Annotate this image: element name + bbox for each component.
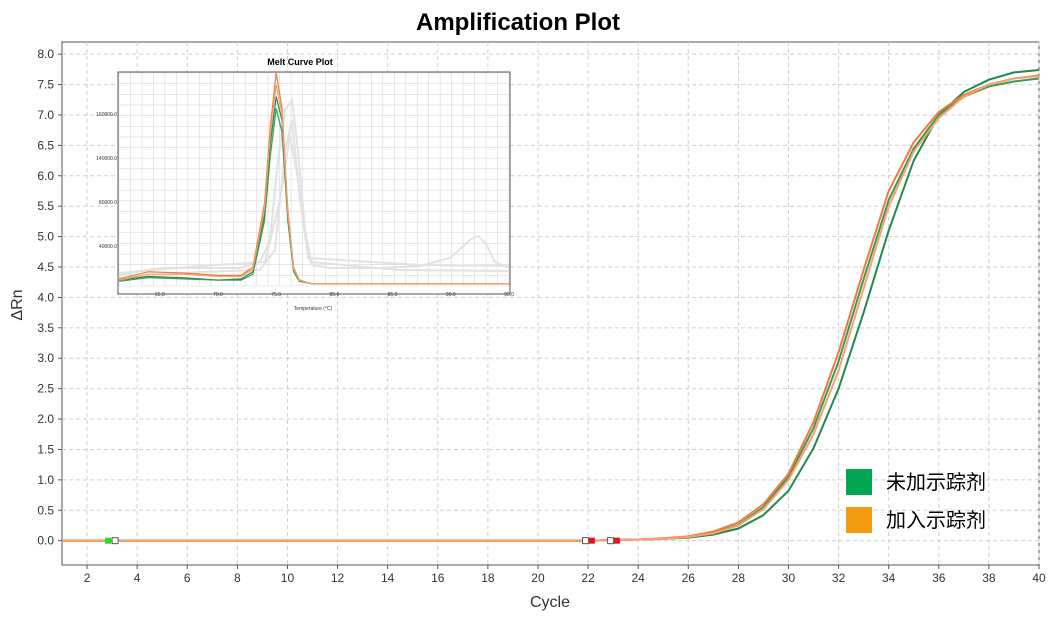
inset-y-tick-label: 160000.0	[96, 112, 117, 118]
inset-background-trace	[118, 134, 510, 274]
inset-background-curves	[118, 97, 510, 279]
y-axis-ticks: 0.0 0.5 1.0 1.5 2.0 2.5 3.0 3.5 4.0 4.5 5.0 5.5 6.0 6…	[37, 47, 62, 548]
x-tick-label: 2	[84, 571, 91, 585]
inset-x-tick-label: 95.0	[504, 292, 514, 298]
y-tick-label: 7.0	[37, 108, 54, 122]
x-tick-label: 24	[631, 571, 645, 585]
x-tick-label: 8	[234, 571, 241, 585]
x-tick-label: 4	[134, 571, 141, 585]
baseline-start-marker-outline[interactable]	[111, 537, 119, 545]
y-tick-label: 4.0	[37, 290, 54, 304]
x-tick-label: 38	[982, 571, 996, 585]
x-tick-label: 14	[381, 571, 395, 585]
inset-y-tick-label: 140000.0	[96, 156, 117, 162]
y-tick-label: 0.0	[37, 534, 54, 548]
legend-swatch-tracer	[846, 507, 872, 533]
legend-label-tracer: 加入示踪剂	[886, 509, 986, 532]
y-tick-label: 1.5	[37, 442, 54, 456]
y-tick-label: 8.0	[37, 47, 54, 61]
y-tick-label: 0.5	[37, 503, 54, 517]
legend-swatch-untreated	[846, 469, 872, 495]
y-tick-label: 5.0	[37, 230, 54, 244]
amplification-curves	[62, 69, 1040, 542]
x-tick-label: 10	[281, 571, 295, 585]
y-tick-label: 6.5	[37, 138, 54, 152]
inset-melt-curves	[118, 72, 509, 285]
melt-curve-inset: Melt Curve Plot Temperature (°C) 65.0 70.…	[96, 57, 514, 312]
y-tick-label: 3.0	[37, 351, 54, 365]
y-tick-label: 3.5	[37, 321, 54, 335]
inset-x-tick-label: 85.0	[388, 292, 398, 298]
inset-x-tick-label: 90.0	[446, 292, 456, 298]
y-tick-label: 2.5	[37, 382, 54, 396]
baseline-end-marker[interactable]	[588, 537, 595, 544]
threshold-markers	[105, 537, 620, 545]
inset-y-ticks: 40000.0 80000.0 140000.0 160000.0	[96, 112, 117, 250]
baseline-end-marker-outline[interactable]	[582, 537, 590, 545]
x-axis-ticks: 2 4 6 8 10 12 14 16 18 20 22 24 26 28 30 32 34 36 38 40	[84, 565, 1046, 585]
x-tick-label: 30	[782, 571, 796, 585]
inset-title: Melt Curve Plot	[267, 57, 333, 67]
x-axis-label: Cycle	[530, 594, 570, 611]
x-tick-label: 36	[932, 571, 946, 585]
inset-x-tick-label: 70.0	[213, 292, 223, 298]
x-tick-label: 22	[581, 571, 595, 585]
x-tick-label: 18	[481, 571, 495, 585]
y-tick-label: 7.5	[37, 78, 54, 92]
y-axis-label: ΔRn	[9, 289, 26, 320]
inset-x-tick-label: 65.0	[155, 292, 165, 298]
x-tick-label: 6	[184, 571, 191, 585]
inset-y-tick-label: 40000.0	[99, 244, 117, 250]
x-tick-label: 16	[431, 571, 445, 585]
x-tick-label: 28	[732, 571, 746, 585]
inset-y-tick-label: 80000.0	[99, 200, 117, 206]
y-tick-label: 6.0	[37, 169, 54, 183]
inset-x-ticks: 65.0 70.0 75.0 80.0 85.0 90.0 95.0	[155, 292, 514, 298]
y-tick-label: 1.0	[37, 473, 54, 487]
legend-label-untreated: 未加示踪剂	[886, 471, 986, 494]
legend: 未加示踪剂 加入示踪剂	[846, 469, 986, 533]
chart-title: Amplification Plot	[416, 9, 620, 36]
x-tick-label: 34	[882, 571, 896, 585]
baseline-end-marker[interactable]	[613, 537, 620, 544]
inset-x-tick-label: 80.0	[330, 292, 340, 298]
inset-background-trace	[118, 119, 510, 279]
inset-melt-series-line	[118, 84, 509, 285]
baseline-end-marker-outline[interactable]	[607, 537, 615, 545]
x-tick-label: 32	[832, 571, 846, 585]
x-tick-label: 40	[1032, 571, 1046, 585]
y-tick-label: 4.5	[37, 260, 54, 274]
inset-x-tick-label: 75.0	[271, 292, 281, 298]
y-tick-label: 5.5	[37, 199, 54, 213]
x-tick-label: 12	[331, 571, 345, 585]
amplification-series-line	[62, 75, 1040, 542]
y-tick-label: 2.0	[37, 412, 54, 426]
x-tick-label: 26	[682, 571, 696, 585]
inset-grid	[118, 72, 510, 287]
inset-x-label: Temperature (°C)	[294, 306, 333, 312]
x-tick-label: 20	[531, 571, 545, 585]
baseline-start-marker[interactable]	[105, 537, 112, 544]
